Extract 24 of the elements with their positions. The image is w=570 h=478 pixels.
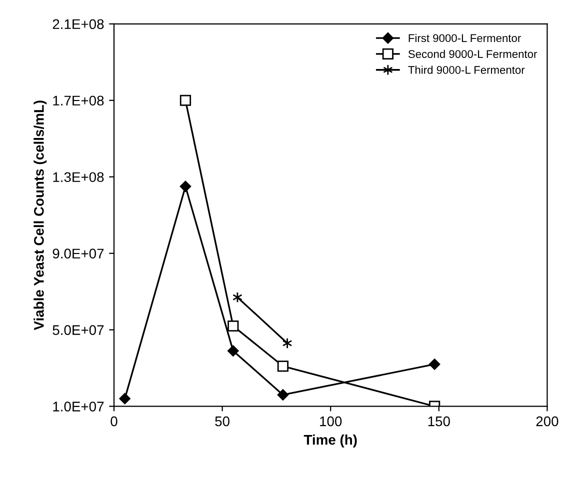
point xyxy=(180,94,192,106)
y-tick-label: 5.0E+07 xyxy=(52,325,104,335)
x-tick-label: 0 xyxy=(110,416,118,426)
y-axis-title: Viable Yeast Cell Counts (cells/mL) xyxy=(34,100,47,330)
y-tick-label: 1.7E+08 xyxy=(53,96,104,106)
y-tick-label: 1.0E+07 xyxy=(53,402,104,412)
x-axis-title: Time (h) xyxy=(304,434,357,448)
x-tick-label: 150 xyxy=(428,416,450,426)
point xyxy=(277,360,289,372)
x-tick-label: 50 xyxy=(215,416,230,426)
point xyxy=(228,320,239,332)
point xyxy=(180,180,192,192)
point xyxy=(277,389,289,400)
y-tick-label: 2.1E+08 xyxy=(52,19,104,30)
point xyxy=(228,345,239,356)
x-tick-label: 100 xyxy=(320,416,342,426)
x-tick-label: 200 xyxy=(536,416,558,426)
y-tick-label: 1.3E+08 xyxy=(53,172,104,182)
point xyxy=(428,358,440,370)
legend-label: Second 9000-L Fermentor xyxy=(408,50,538,58)
legend-label: First 9000-L Fermentor xyxy=(408,34,521,42)
legend-label: Third 9000-L Fermentor xyxy=(408,66,525,74)
point xyxy=(119,393,130,404)
y-tick-label: 9.0E+07 xyxy=(52,248,104,259)
